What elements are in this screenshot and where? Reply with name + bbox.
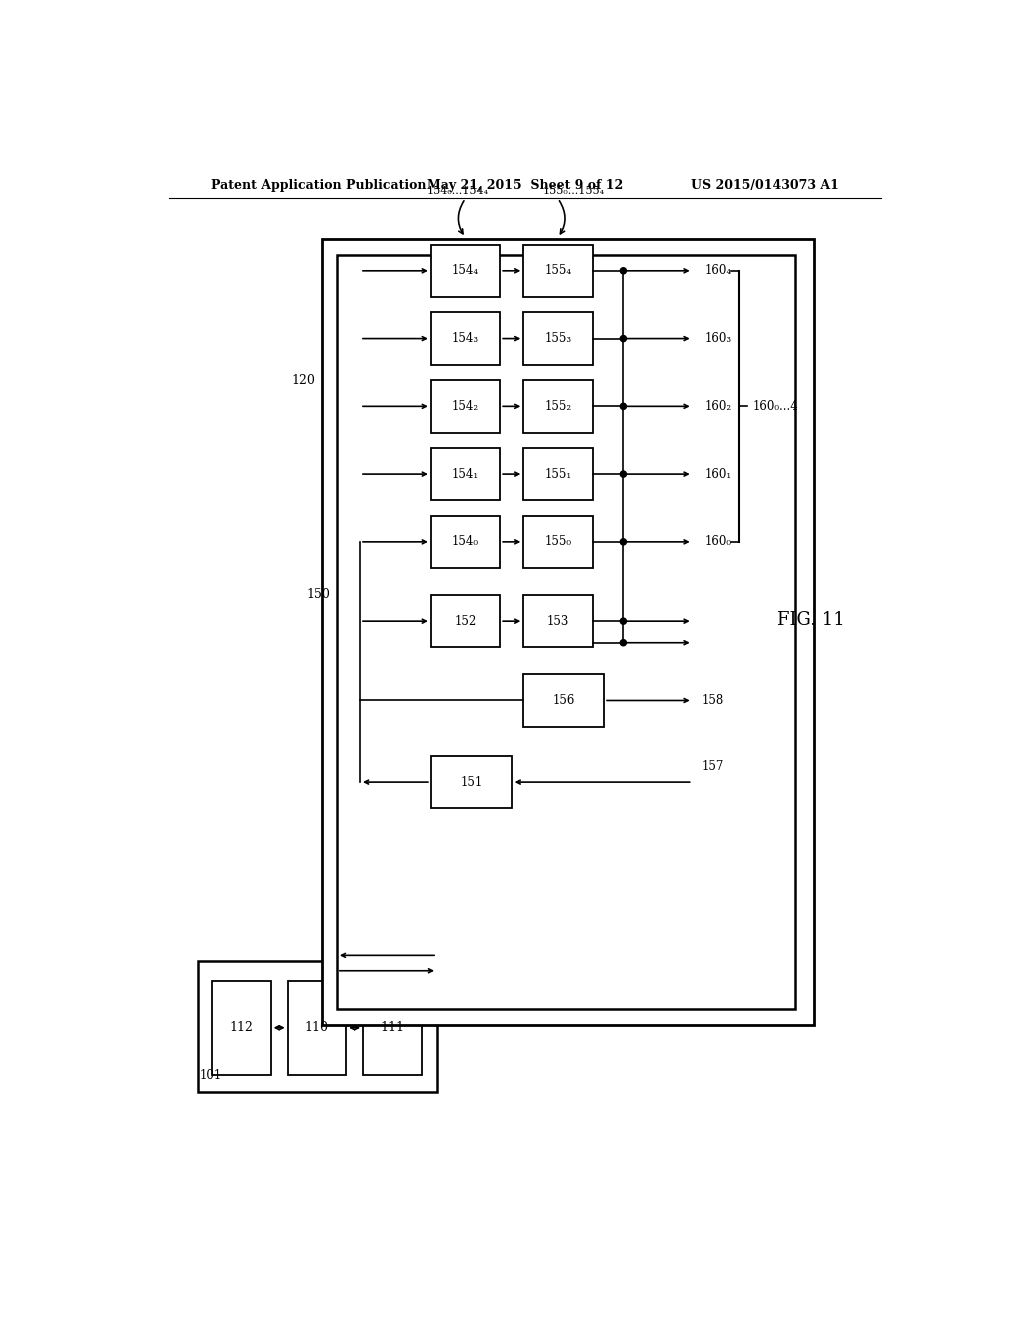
Text: 154₀: 154₀ [452, 536, 479, 548]
Circle shape [621, 335, 627, 342]
Text: 150: 150 [307, 587, 331, 601]
Bar [431, 516, 500, 568]
Text: 155₃: 155₃ [545, 333, 571, 345]
Bar [431, 244, 500, 297]
Bar [523, 447, 593, 500]
Bar [523, 675, 604, 726]
Text: 152: 152 [455, 615, 476, 628]
Bar [523, 313, 593, 364]
Bar [199, 961, 437, 1092]
Bar [212, 981, 270, 1074]
Circle shape [621, 539, 627, 545]
Bar [337, 255, 795, 1010]
Circle shape [621, 471, 627, 478]
Circle shape [621, 618, 627, 624]
Text: 154₂: 154₂ [452, 400, 479, 413]
Text: 160₁: 160₁ [705, 467, 731, 480]
Text: May 21, 2015  Sheet 9 of 12: May 21, 2015 Sheet 9 of 12 [427, 178, 623, 191]
Text: 155₀: 155₀ [545, 536, 571, 548]
Text: 110: 110 [305, 1022, 329, 1035]
Text: 160₄: 160₄ [705, 264, 731, 277]
Text: 155₂: 155₂ [545, 400, 571, 413]
Text: 160₂: 160₂ [705, 400, 731, 413]
Bar [322, 239, 814, 1024]
Text: 160₀: 160₀ [705, 536, 731, 548]
Text: 101: 101 [200, 1069, 222, 1082]
Text: 158: 158 [701, 694, 724, 708]
Text: 111: 111 [380, 1022, 404, 1035]
Text: 120: 120 [292, 374, 315, 387]
Text: 154₄: 154₄ [452, 264, 479, 277]
Bar [288, 981, 346, 1074]
Bar [523, 380, 593, 433]
Text: 155₀...155₄: 155₀...155₄ [543, 186, 604, 195]
Text: 154₁: 154₁ [452, 467, 479, 480]
Bar [523, 595, 593, 647]
Bar [431, 756, 512, 808]
Circle shape [621, 640, 627, 645]
Text: Patent Application Publication: Patent Application Publication [211, 178, 427, 191]
Text: 156: 156 [553, 694, 574, 708]
Text: 157: 157 [701, 760, 724, 774]
Text: 151: 151 [460, 776, 482, 788]
Text: US 2015/0143073 A1: US 2015/0143073 A1 [691, 178, 839, 191]
Text: 154₀...154₄: 154₀...154₄ [427, 186, 488, 195]
Bar [364, 981, 422, 1074]
Bar [431, 380, 500, 433]
Text: 160₃: 160₃ [705, 333, 731, 345]
Bar [431, 595, 500, 647]
Bar [431, 447, 500, 500]
Circle shape [621, 268, 627, 275]
Bar [523, 244, 593, 297]
Bar [523, 516, 593, 568]
Bar [431, 313, 500, 364]
Circle shape [621, 404, 627, 409]
Text: 112: 112 [229, 1022, 253, 1035]
Text: 154₃: 154₃ [452, 333, 479, 345]
Text: FIG. 11: FIG. 11 [777, 611, 845, 630]
Text: 155₁: 155₁ [545, 467, 571, 480]
Text: 160₀...4: 160₀...4 [753, 400, 799, 413]
Text: 155₄: 155₄ [545, 264, 571, 277]
Text: 153: 153 [547, 615, 569, 628]
